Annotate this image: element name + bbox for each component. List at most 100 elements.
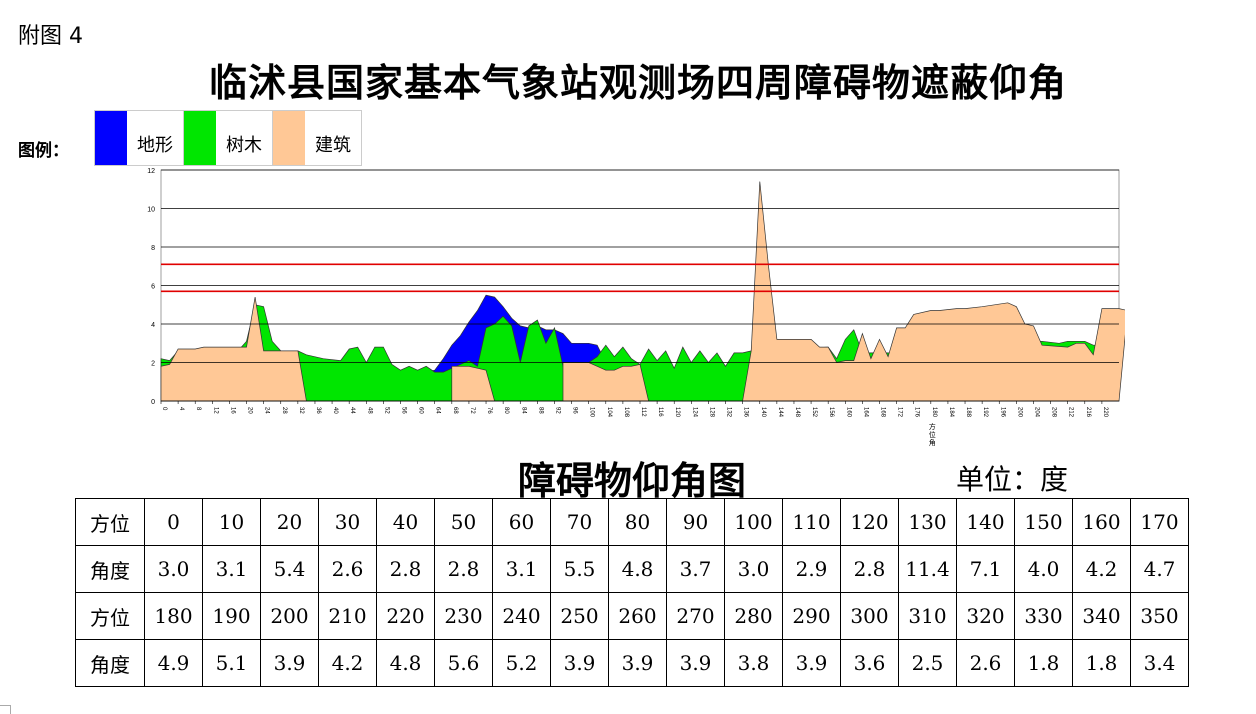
azimuth-cell: 200 (260, 592, 319, 640)
azimuth-cell: 260 (608, 592, 667, 640)
legend-swatch-trees (184, 111, 216, 165)
azimuth-cell: 120 (840, 498, 899, 546)
legend-title: 图例： (18, 141, 69, 161)
azimuth-cell: 220 (376, 592, 435, 640)
azimuth-cell: 150 (1014, 498, 1073, 546)
x-tick-label-27: 108 (623, 407, 629, 418)
azimuth-header-cell: 方位 (75, 498, 145, 546)
azimuth-cell: 60 (492, 498, 551, 546)
table-row: 方位 180 190 200 210 220 230 240 250 260 270 280 290 30… (75, 592, 1189, 640)
azimuth-cell: 280 (724, 592, 783, 640)
x-tick-label-14: 56 (401, 407, 407, 414)
azimuth-cell: 10 (202, 498, 261, 546)
x-tick-label-42: 168 (880, 407, 886, 418)
x-tick-label-0: 0 (161, 407, 167, 411)
x-tick-label-29: 116 (657, 407, 663, 417)
azimuth-cell: 100 (724, 498, 783, 546)
angle-cell: 2.9 (782, 545, 841, 593)
azimuth-cell: 240 (492, 592, 551, 640)
angle-cell: 7.1 (956, 545, 1015, 593)
x-tick-label-22: 88 (537, 407, 543, 414)
x-tick-label-7: 28 (281, 407, 287, 414)
x-axis-label: 方位角 (929, 422, 936, 447)
x-tick-label-1: 4 (178, 407, 184, 411)
x-tick-label-50: 200 (1016, 407, 1022, 418)
angle-cell: 4.7 (1130, 545, 1189, 593)
x-tick-label-55: 220 (1102, 407, 1108, 418)
angle-cell: 5.6 (434, 639, 493, 687)
x-tick-label-26: 104 (606, 407, 612, 418)
x-tick-label-44: 176 (914, 407, 920, 418)
azimuth-cell: 30 (318, 498, 377, 546)
azimuth-cell: 310 (898, 592, 957, 640)
x-tick-label-5: 20 (247, 407, 253, 414)
angle-cell: 3.0 (724, 545, 783, 593)
angle-cell: 4.9 (144, 639, 203, 687)
azimuth-cell: 70 (550, 498, 609, 546)
angle-cell: 3.4 (1130, 639, 1189, 687)
azimuth-cell: 110 (782, 498, 841, 546)
y-tick-label-3: 6 (151, 284, 155, 291)
x-tick-label-47: 188 (965, 407, 971, 418)
angle-cell: 5.1 (202, 639, 261, 687)
angle-cell: 2.5 (898, 639, 957, 687)
x-tick-label-54: 216 (1085, 407, 1091, 418)
angle-cell: 1.8 (1014, 639, 1073, 687)
x-tick-label-6: 24 (264, 407, 270, 414)
angle-header-cell: 角度 (75, 545, 145, 593)
x-tick-label-28: 112 (640, 407, 646, 417)
azimuth-cell: 300 (840, 592, 899, 640)
azimuth-cell: 50 (434, 498, 493, 546)
angle-cell: 5.2 (492, 639, 551, 687)
x-tick-label-10: 40 (332, 407, 338, 414)
x-tick-label-17: 68 (452, 407, 458, 414)
angle-cell: 2.6 (318, 545, 377, 593)
x-tick-label-38: 152 (811, 407, 817, 418)
azimuth-cell: 290 (782, 592, 841, 640)
x-tick-label-24: 96 (572, 407, 578, 414)
x-tick-label-46: 184 (948, 407, 954, 418)
x-tick-label-51: 204 (1033, 407, 1039, 418)
angle-cell: 5.4 (260, 545, 319, 593)
angle-cell: 3.0 (144, 545, 203, 593)
azimuth-cell: 40 (376, 498, 435, 546)
angle-cell: 4.0 (1014, 545, 1073, 593)
azimuth-cell: 330 (1014, 592, 1073, 640)
legend-label-trees: 树木 (226, 135, 262, 156)
azimuth-cell: 160 (1072, 498, 1131, 546)
x-tick-label-49: 196 (999, 407, 1005, 418)
angle-cell: 3.9 (666, 639, 725, 687)
x-tick-label-16: 64 (435, 407, 441, 414)
x-tick-label-18: 72 (469, 407, 475, 414)
legend-label-terrain: 地形 (137, 135, 173, 156)
legend: 地形 树木 建筑 (94, 110, 362, 166)
azimuth-cell: 20 (260, 498, 319, 546)
table-row: 方位 0 10 20 30 40 50 60 70 80 90 100 110 120 130 140 150 1… (75, 498, 1189, 546)
angle-cell: 2.8 (840, 545, 899, 593)
x-tick-label-4: 16 (229, 407, 235, 414)
azimuth-cell: 250 (550, 592, 609, 640)
angle-cell: 3.1 (202, 545, 261, 593)
azimuth-cell: 80 (608, 498, 667, 546)
x-tick-label-34: 136 (743, 407, 749, 418)
azimuth-cell: 130 (898, 498, 957, 546)
x-tick-label-2: 8 (195, 407, 201, 411)
table-row: 角度 3.0 3.1 5.4 2.6 2.8 2.8 3.1 5.5 4.8 3.7 3.0 2.9 2.… (75, 545, 1189, 593)
azimuth-cell: 180 (144, 592, 203, 640)
x-tick-label-8: 32 (298, 407, 304, 414)
x-tick-label-33: 132 (726, 407, 732, 418)
angle-cell: 2.8 (434, 545, 493, 593)
x-tick-label-36: 144 (777, 407, 783, 418)
angle-cell: 3.9 (782, 639, 841, 687)
angle-cell: 3.9 (550, 639, 609, 687)
angle-cell: 5.5 (550, 545, 609, 593)
x-tick-label-13: 52 (383, 407, 389, 414)
x-tick-label-32: 128 (708, 407, 714, 418)
x-tick-label-53: 212 (1068, 407, 1074, 418)
angle-cell: 2.6 (956, 639, 1015, 687)
azimuth-cell: 190 (202, 592, 261, 640)
x-tick-label-15: 60 (418, 407, 424, 414)
x-tick-label-48: 192 (982, 407, 988, 418)
azimuth-cell: 140 (956, 498, 1015, 546)
legend-item-buildings: 建筑 (273, 111, 361, 165)
